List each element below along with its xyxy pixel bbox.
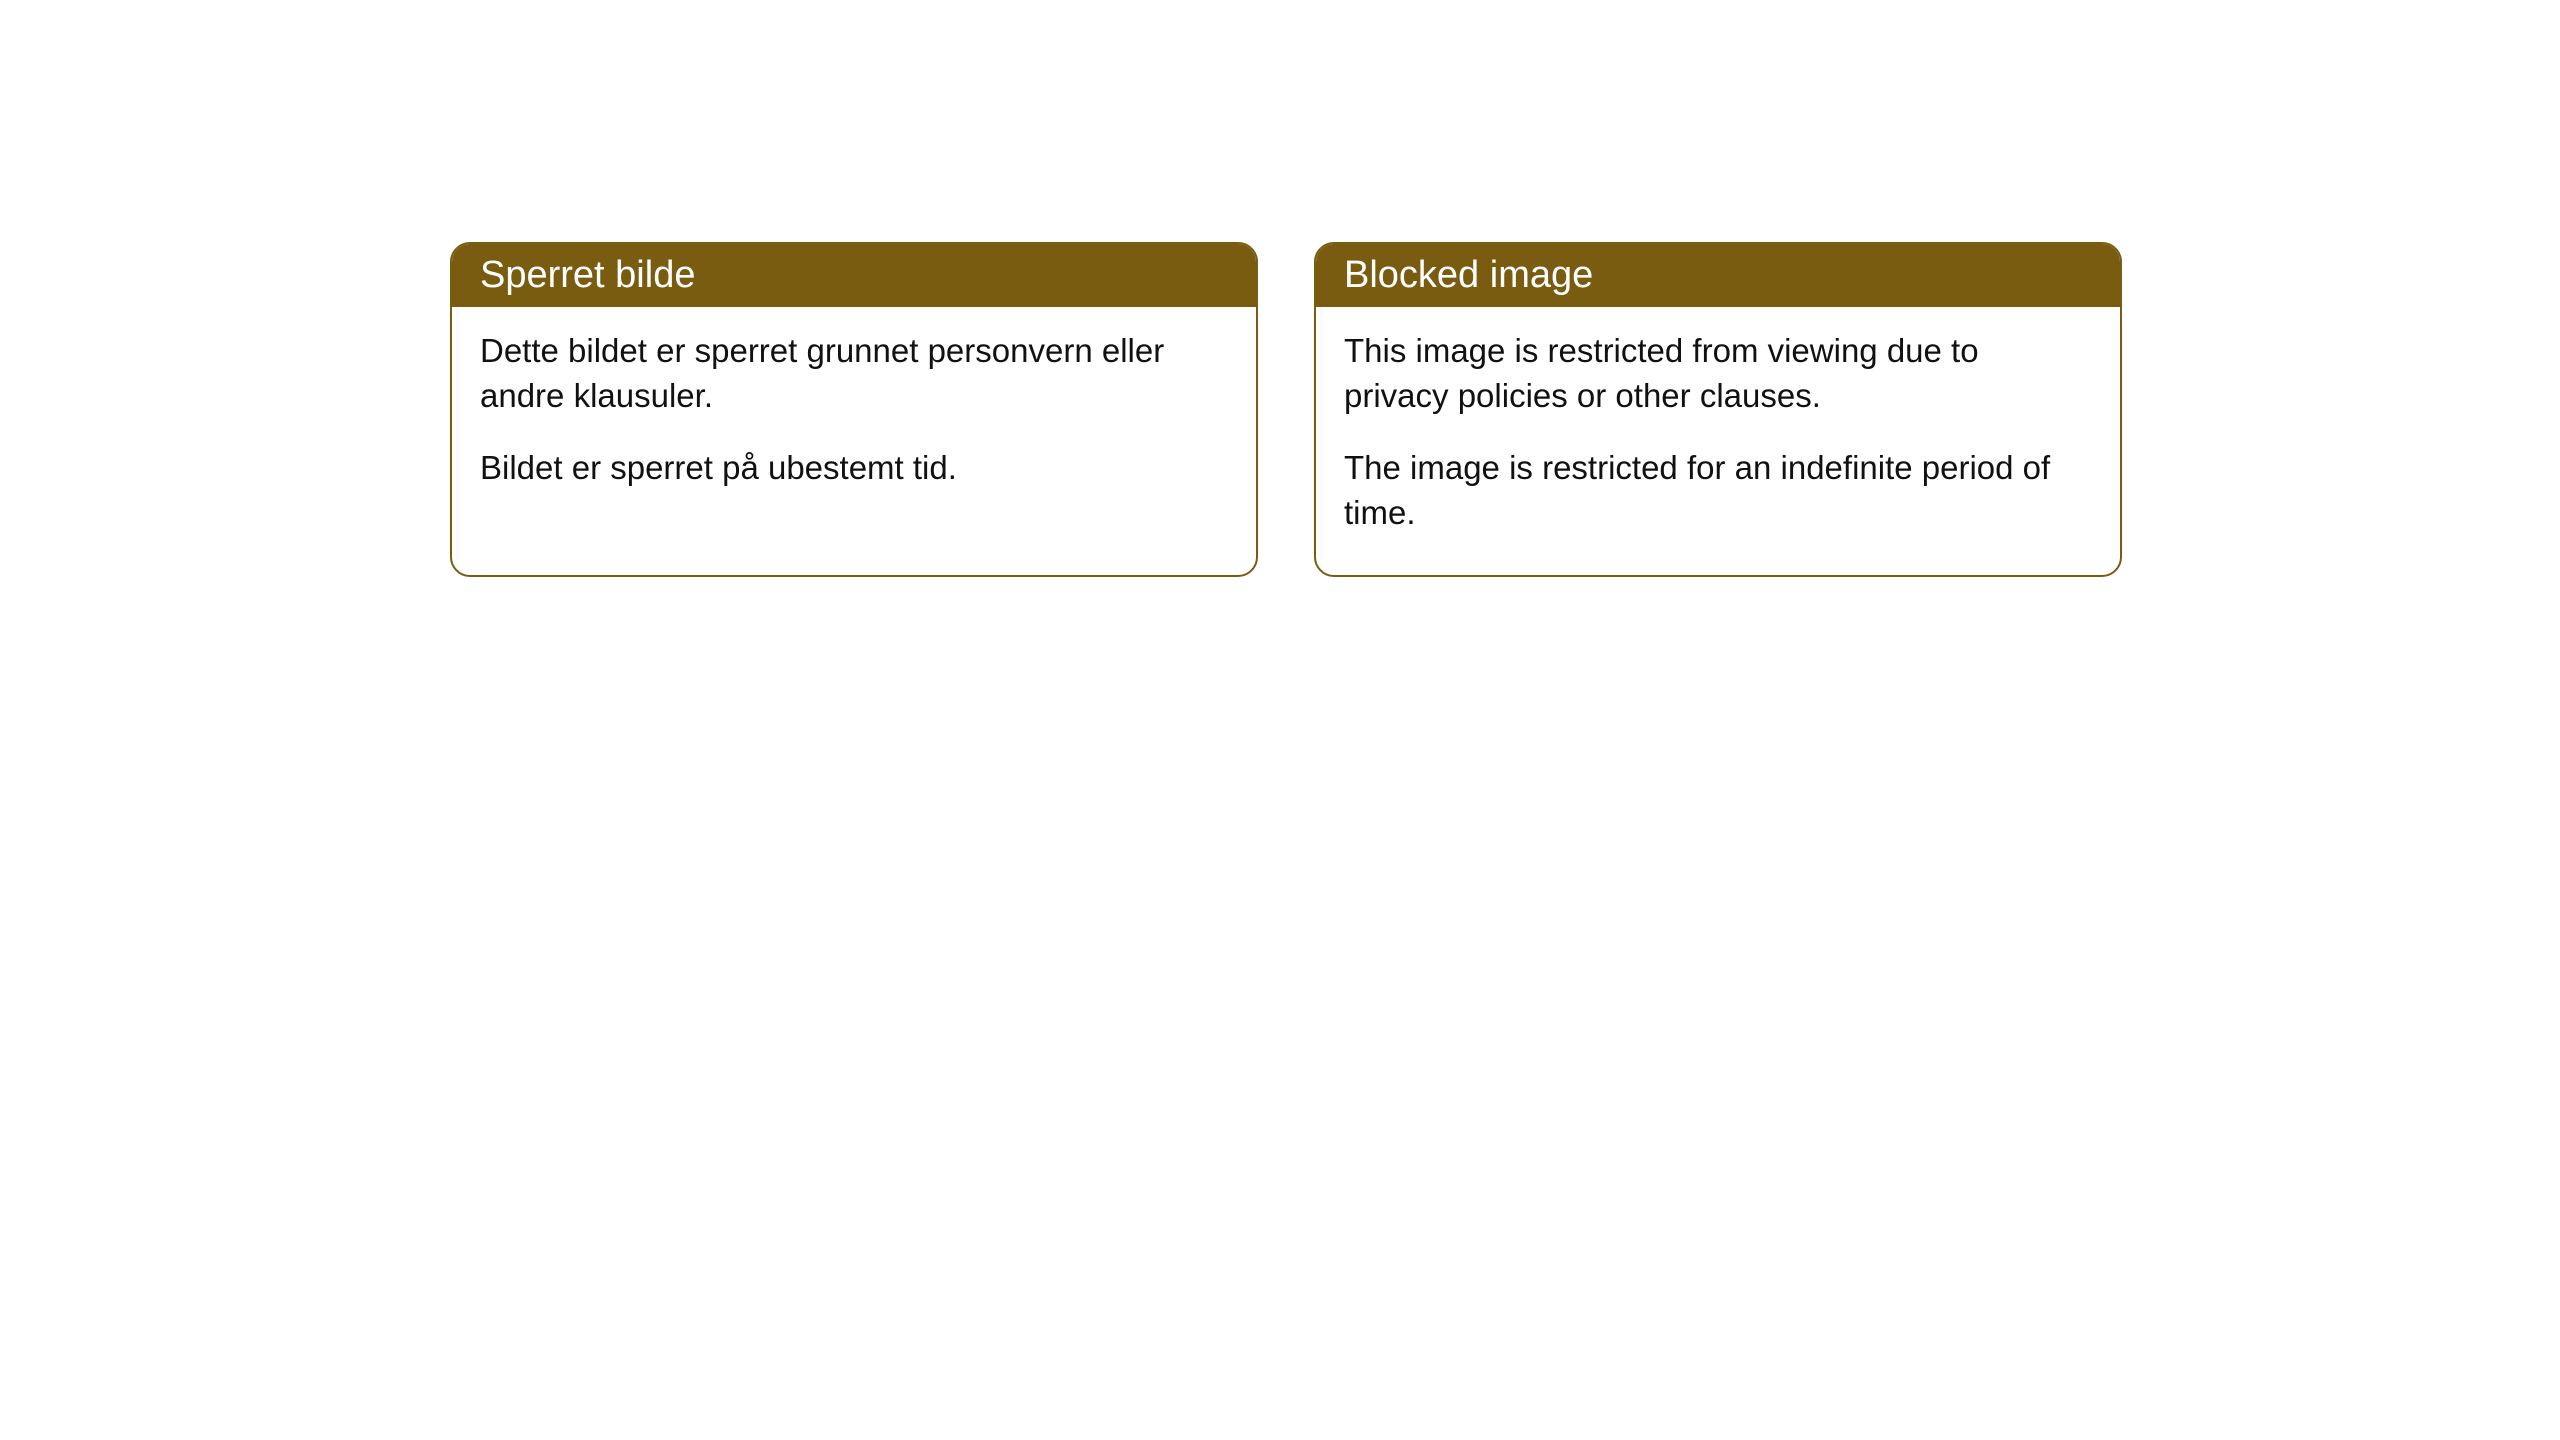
card-paragraph: Dette bildet er sperret grunnet personve… <box>480 329 1228 418</box>
card-header: Blocked image <box>1316 244 2120 307</box>
card-body: This image is restricted from viewing du… <box>1316 307 2120 575</box>
card-paragraph: This image is restricted from viewing du… <box>1344 329 2092 418</box>
card-title: Sperret bilde <box>480 254 695 296</box>
card-paragraph: The image is restricted for an indefinit… <box>1344 446 2092 535</box>
card-title: Blocked image <box>1344 254 1593 296</box>
card-header: Sperret bilde <box>452 244 1256 307</box>
notice-cards-container: Sperret bilde Dette bildet er sperret gr… <box>450 242 2122 577</box>
notice-card-norwegian: Sperret bilde Dette bildet er sperret gr… <box>450 242 1258 577</box>
notice-card-english: Blocked image This image is restricted f… <box>1314 242 2122 577</box>
card-paragraph: Bildet er sperret på ubestemt tid. <box>480 446 1228 491</box>
card-body: Dette bildet er sperret grunnet personve… <box>452 307 1256 531</box>
